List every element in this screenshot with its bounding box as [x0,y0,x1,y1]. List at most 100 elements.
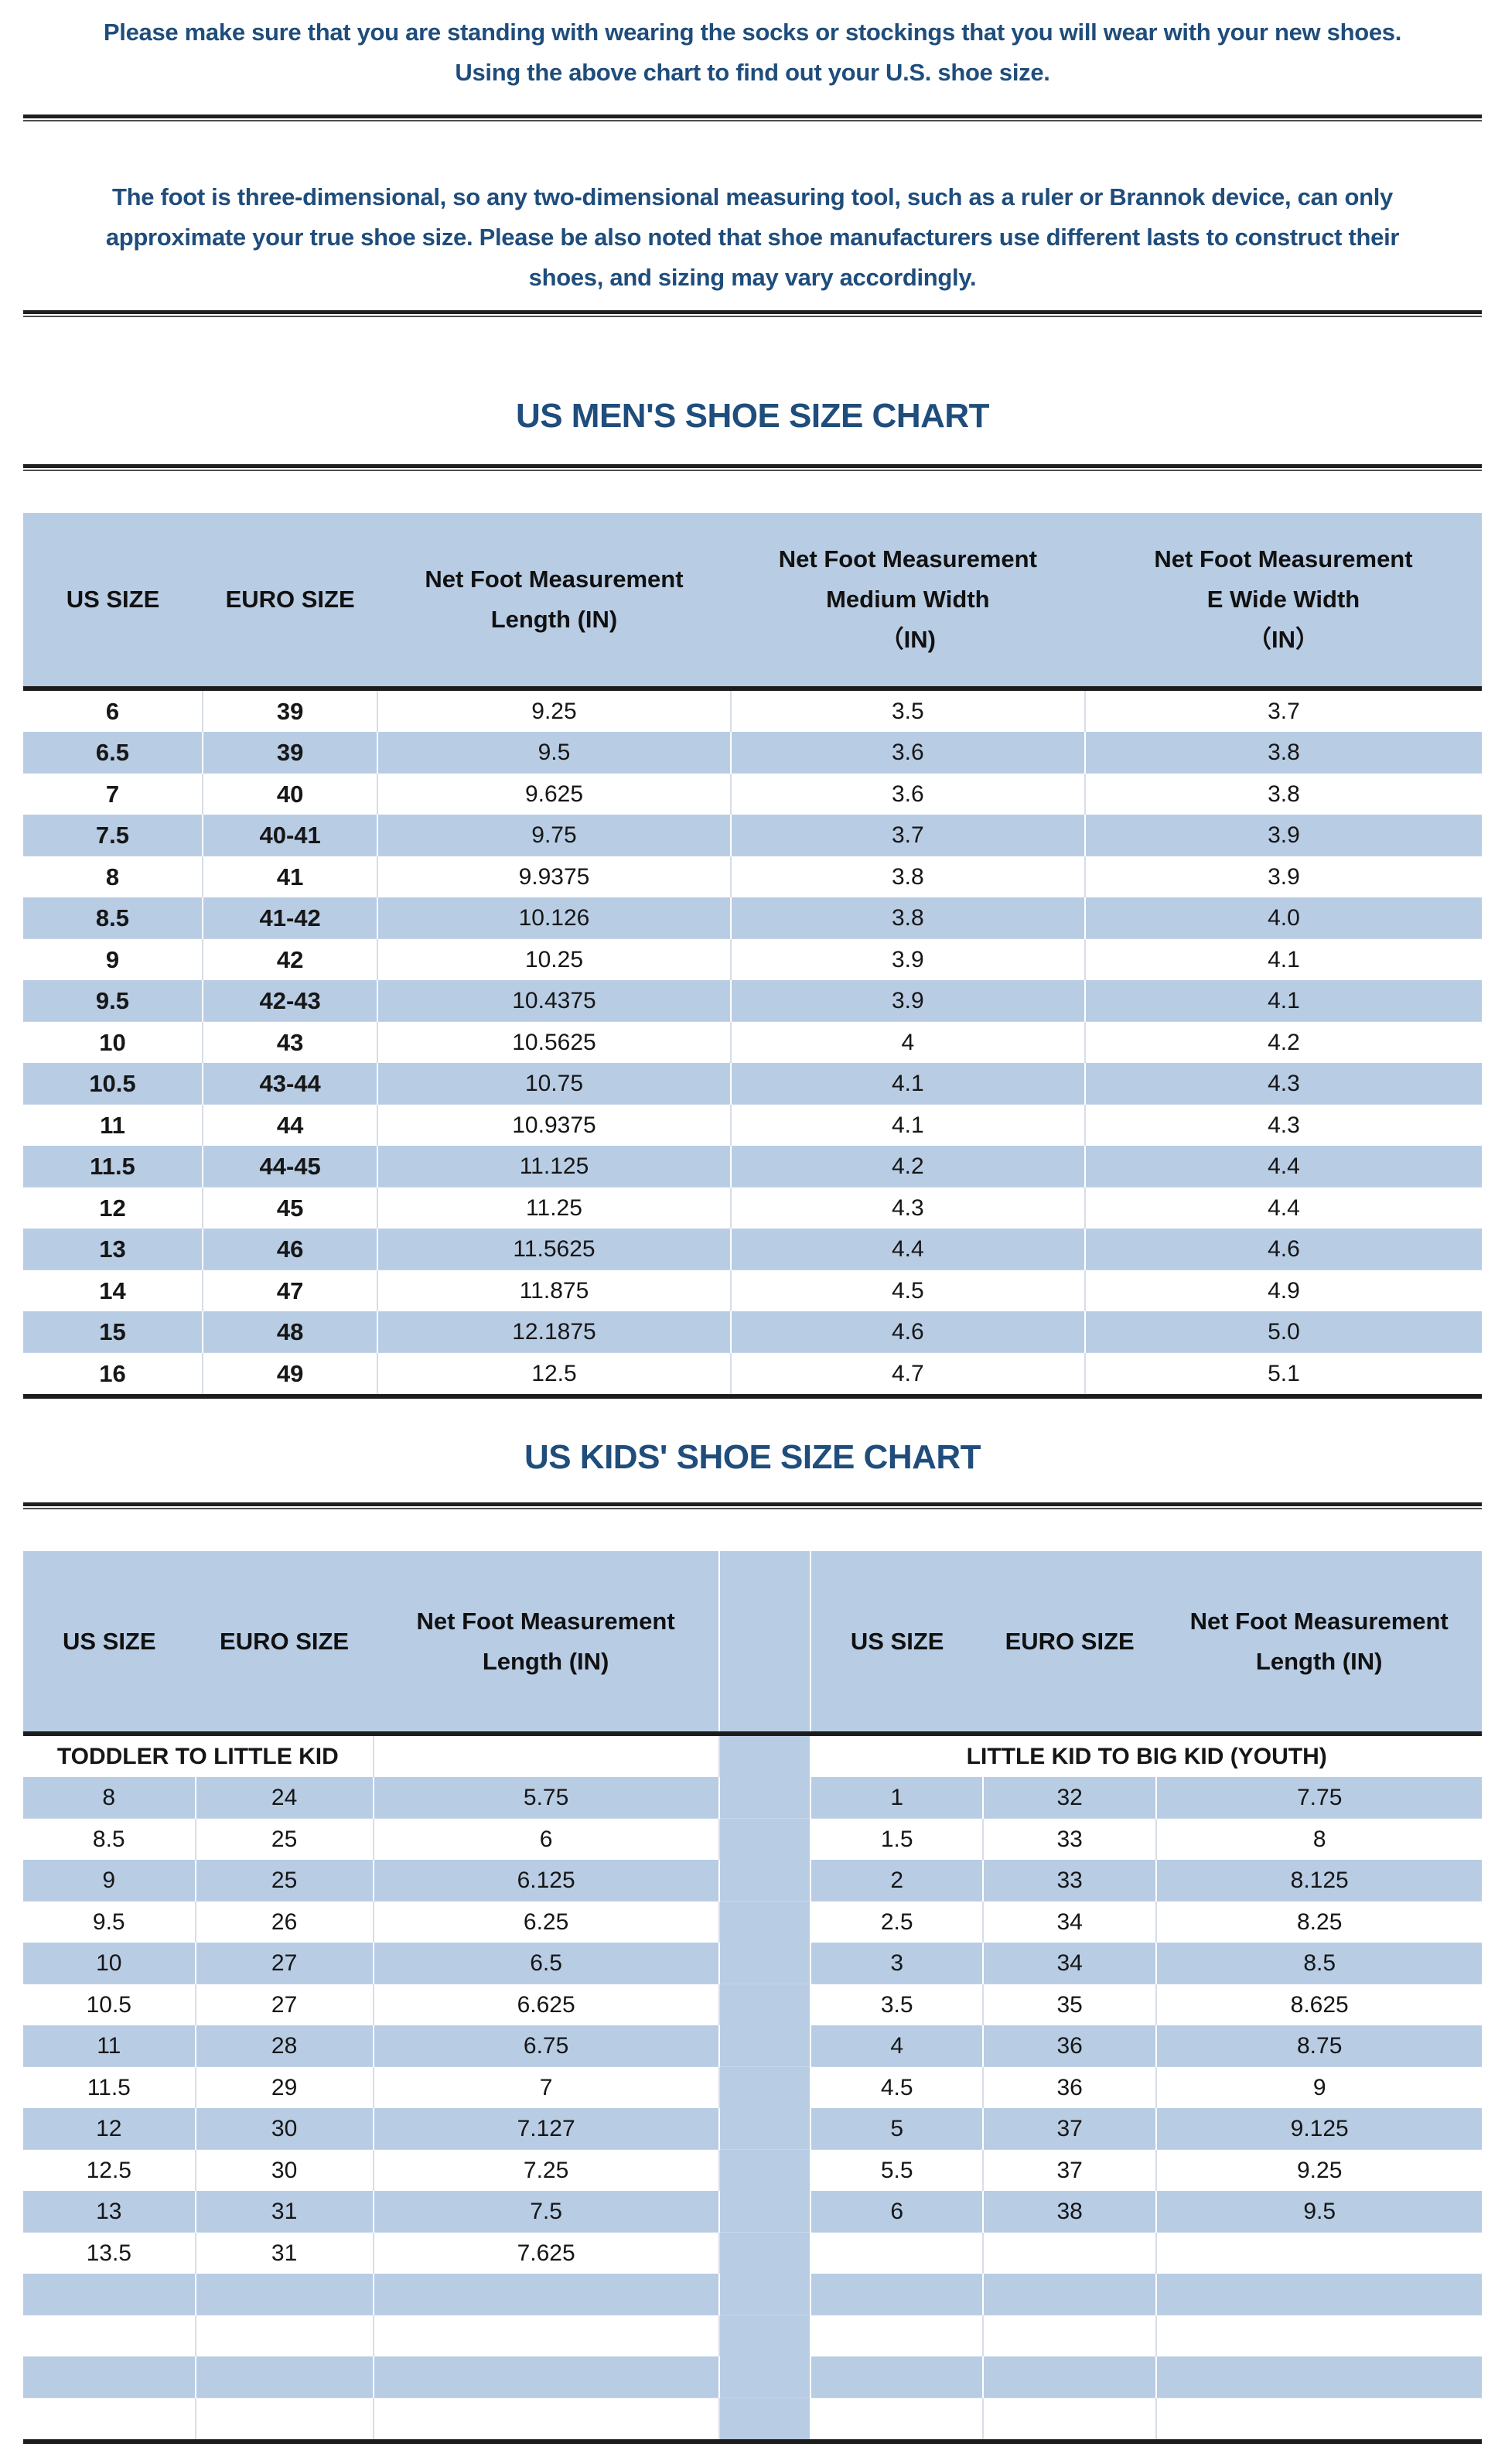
kids-cell: 28 [195,2025,374,2067]
kids-cell [23,2397,196,2442]
mens-cell: 4.0 [1084,897,1482,939]
mens-cell: 10.75 [377,1063,732,1105]
mens-cell: 13 [23,1229,203,1270]
kids-cell: 9.25 [1156,2149,1482,2191]
mens-table-row: 16 49 12.5 4.7 5.1 [23,1352,1482,1396]
mens-cell: 5.0 [1084,1311,1482,1353]
kids-cell: 9 [23,1860,196,1902]
mens-cell: 4.2 [1084,1021,1482,1063]
mens-cell: 44-45 [202,1146,379,1188]
gap-cell [718,2108,812,2150]
kids-table-row: 10.5 27 6.625 3.5 35 8.625 [23,1984,1482,2025]
column-header-us-size: US SIZE [23,1551,196,1734]
mens-cell: 42 [202,938,379,980]
kids-table-body: TODDLER TO LITTLE KID LITTLE KID TO BIG K… [23,1734,1482,2442]
mens-cell: 7.5 [23,815,203,856]
mens-cell: 3.9 [730,938,1086,980]
mens-cell: 4.4 [730,1229,1086,1270]
kids-cell [811,2397,984,2442]
mens-cell: 11.875 [377,1270,732,1311]
mens-cell: 49 [202,1352,379,1396]
mens-header-row: US SIZE EURO SIZE Net Foot Measurement Le… [23,513,1482,689]
intro-line: shoes, and sizing may vary accordingly. [528,264,977,291]
kids-table-row: 11.5 29 7 4.5 36 9 [23,2066,1482,2108]
mens-cell: 3.9 [1084,856,1482,897]
kids-table-row: 9 25 6.125 2 33 8.125 [23,1860,1482,1902]
mens-cell: 16 [23,1352,203,1396]
kids-size-table: US SIZE EURO SIZE Net Foot Measurement Le… [23,1551,1482,2444]
kids-cell: 8.625 [1156,1984,1482,2025]
kids-cell: 24 [195,1777,374,1819]
kids-cell [811,2356,984,2398]
kids-cell: 6 [373,1818,720,1860]
kids-cell: 5.75 [373,1777,720,1819]
mens-cell: 10.126 [377,897,732,939]
mens-cell: 11.25 [377,1187,732,1229]
kids-cell: 2.5 [811,1901,984,1943]
column-header-us-size: US SIZE [23,513,203,689]
gap-cell [718,2397,812,2442]
mens-cell: 14 [23,1270,203,1311]
kids-cell [811,2232,984,2274]
kids-cell [982,2232,1158,2274]
kids-cell [23,2274,196,2315]
kids-cell: 5 [811,2108,984,2150]
kids-cell: 7 [373,2066,720,2108]
kids-cell [982,2274,1158,2315]
mens-cell: 3.7 [1084,689,1482,732]
mens-cell: 3.8 [1084,732,1482,774]
mens-cell: 4.1 [1084,938,1482,980]
mens-cell: 3.8 [1084,773,1482,815]
mens-cell: 4.1 [730,1104,1086,1146]
section-label-little-kid-to-big-kid: LITTLE KID TO BIG KID (YOUTH) [811,1734,1482,1777]
column-header-euro-size: EURO SIZE [202,513,378,689]
kids-cell: 1 [811,1777,984,1819]
mens-cell: 9.25 [377,689,732,732]
mens-cell: 4.3 [1084,1063,1482,1105]
intro-paragraph-1: Please make sure that you are standing w… [23,12,1482,93]
kids-cell: 30 [195,2108,374,2150]
kids-cell: 26 [195,1901,374,1943]
kids-cell: 37 [982,2149,1158,2191]
column-header-length: Net Foot Measurement Length (IN) [1156,1551,1482,1734]
mens-table-row: 7 40 9.625 3.6 3.8 [23,773,1482,815]
kids-cell [23,2356,196,2398]
kids-cell [195,2315,374,2356]
gap-cell [718,1943,812,1984]
mens-table-row: 11 44 10.9375 4.1 4.3 [23,1104,1482,1146]
mens-cell: 3.9 [1084,815,1482,856]
kids-cell: 13 [23,2191,196,2233]
kids-cell: 4.5 [811,2066,984,2108]
gap-cell [718,2232,812,2274]
gap-cell [718,1860,812,1902]
kids-cell: 10 [23,1943,196,1984]
kids-table-row: 12 30 7.127 5 37 9.125 [23,2108,1482,2150]
mens-table-row: 12 45 11.25 4.3 4.4 [23,1187,1482,1229]
gap-cell [718,1984,812,2025]
kids-cell: 9.5 [23,1901,196,1943]
kids-cell: 32 [982,1777,1158,1819]
kids-cell: 27 [195,1943,374,1984]
mens-cell: 8.5 [23,897,203,939]
mens-cell: 4.7 [730,1352,1086,1396]
gap-cell [718,2191,812,2233]
mens-size-table: US SIZE EURO SIZE Net Foot Measurement Le… [23,513,1482,1399]
section-label-toddler-to-little-kid: TODDLER TO LITTLE KID [23,1734,374,1777]
mens-cell: 10.5625 [377,1021,732,1063]
intro-paragraph-2: The foot is three-dimensional, so any tw… [23,177,1482,298]
kids-cell: 6.75 [373,2025,720,2067]
intro-line: Please make sure that you are standing w… [103,19,1402,46]
kids-cell [811,2315,984,2356]
kids-cell: 7.75 [1156,1777,1482,1819]
kids-cell: 9.5 [1156,2191,1482,2233]
kids-cell: 35 [982,1984,1158,2025]
kids-cell: 12 [23,2108,196,2150]
kids-table-row: 13 31 7.5 6 38 9.5 [23,2191,1482,2233]
mens-cell: 8 [23,856,203,897]
kids-cell: 6.125 [373,1860,720,1902]
mens-cell: 4.6 [730,1311,1086,1353]
mens-table-body: 6 39 9.25 3.5 3.7 6.5 39 9.5 3.6 3.8 7 40 9.625 3.6 3.… [23,689,1482,1396]
mens-table-row: 10 43 10.5625 4 4.2 [23,1021,1482,1063]
kids-cell [1156,2356,1482,2398]
mens-cell: 9.625 [377,773,732,815]
